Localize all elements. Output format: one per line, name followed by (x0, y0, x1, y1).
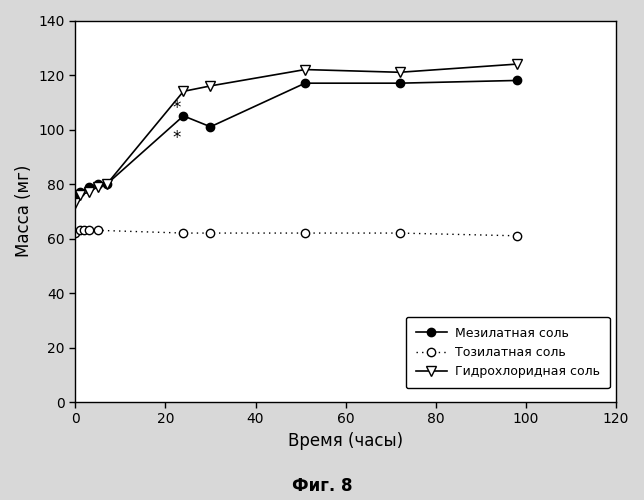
Мезилатная соль (301, 80, 309, 86)
Line: Гидрохлоридная соль: Гидрохлоридная соль (70, 59, 522, 208)
Мезилатная соль (207, 124, 214, 130)
X-axis label: Время (часы): Время (часы) (288, 432, 403, 450)
Тозилатная соль (301, 230, 309, 236)
Гидрохлоридная соль (94, 184, 102, 190)
Гидрохлоридная соль (71, 200, 79, 206)
Мезилатная соль (103, 181, 111, 187)
Тозилатная соль (80, 228, 88, 234)
Мезилатная соль (180, 113, 187, 119)
Тозилатная соль (76, 228, 84, 234)
Text: *: * (173, 98, 181, 116)
Тозилатная соль (180, 230, 187, 236)
Text: *: * (173, 128, 181, 146)
Тозилатная соль (94, 228, 102, 234)
Мезилатная соль (396, 80, 404, 86)
Гидрохлоридная соль (103, 181, 111, 187)
Тозилатная соль (396, 230, 404, 236)
Гидрохлоридная соль (513, 61, 520, 67)
Legend: Мезилатная соль, Тозилатная соль, Гидрохлоридная соль: Мезилатная соль, Тозилатная соль, Гидрох… (406, 316, 610, 388)
Мезилатная соль (513, 78, 520, 84)
Мезилатная соль (71, 194, 79, 200)
Гидрохлоридная соль (301, 66, 309, 72)
Гидрохлоридная соль (207, 83, 214, 89)
Мезилатная соль (94, 181, 102, 187)
Тозилатная соль (85, 228, 93, 234)
Line: Тозилатная соль: Тозилатная соль (71, 226, 521, 240)
Мезилатная соль (85, 184, 93, 190)
Гидрохлоридная соль (76, 192, 84, 198)
Мезилатная соль (76, 189, 84, 195)
Line: Мезилатная соль: Мезилатная соль (71, 76, 521, 202)
Гидрохлоридная соль (85, 189, 93, 195)
Text: Фиг. 8: Фиг. 8 (292, 477, 352, 495)
Тозилатная соль (71, 230, 79, 236)
Гидрохлоридная соль (396, 70, 404, 75)
Гидрохлоридная соль (180, 88, 187, 94)
Тозилатная соль (207, 230, 214, 236)
Тозилатная соль (513, 233, 520, 239)
Y-axis label: Масса (мг): Масса (мг) (15, 165, 33, 258)
